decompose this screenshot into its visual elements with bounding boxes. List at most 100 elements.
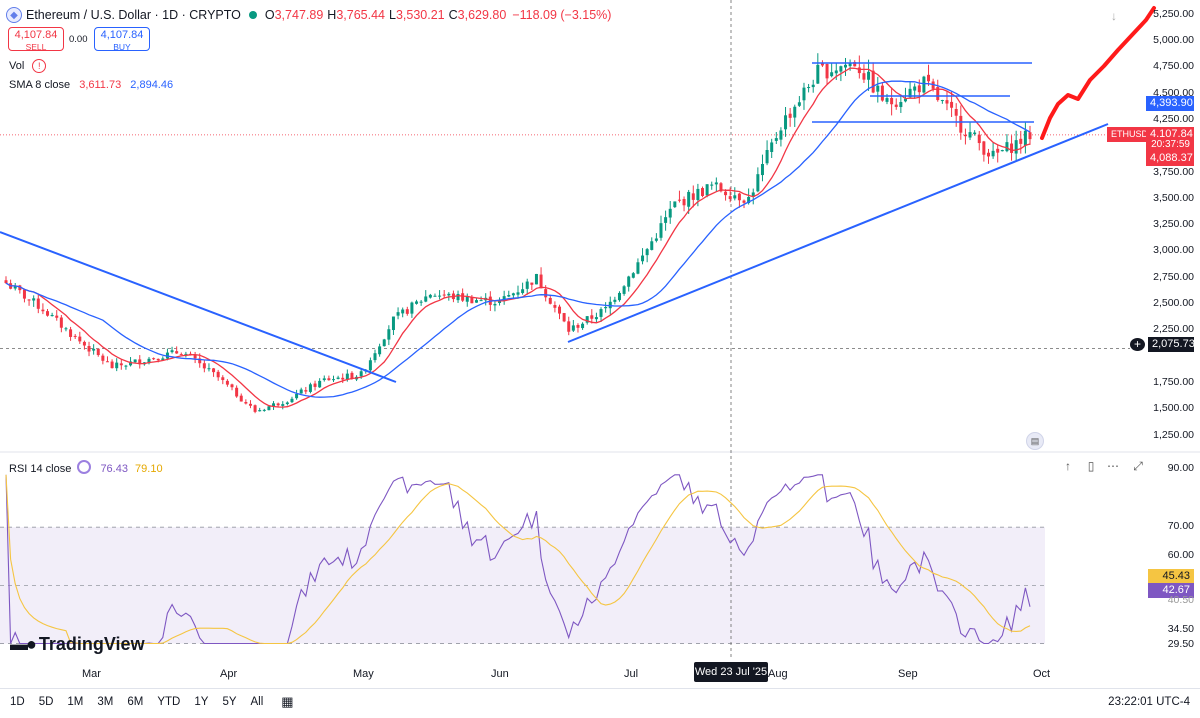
- more-icon[interactable]: ⋯: [1107, 459, 1119, 473]
- candle-body: [175, 351, 179, 354]
- candle-body: [124, 365, 128, 367]
- candle-body: [64, 328, 68, 330]
- candle-body: [82, 341, 86, 346]
- candle-body: [701, 188, 705, 196]
- timeframe-button[interactable]: YTD: [157, 696, 181, 708]
- scroll-down-icon[interactable]: ↓: [1111, 9, 1117, 23]
- timeframe-button[interactable]: 3M: [97, 696, 114, 708]
- candle-body: [207, 368, 211, 370]
- warning-icon[interactable]: !: [32, 59, 47, 73]
- vol-label: Vol: [9, 60, 25, 72]
- symbol-title[interactable]: Ethereum / U.S. Dollar · 1D · CRYPTO: [26, 8, 241, 22]
- candle-body: [793, 106, 797, 118]
- candle-body: [617, 292, 621, 301]
- candle-body: [705, 184, 709, 196]
- timeframe-button[interactable]: 5D: [38, 696, 54, 708]
- buy-button[interactable]: 4,107.84 BUY: [94, 27, 150, 52]
- candle-body: [465, 296, 469, 302]
- rsi-settings-icon[interactable]: [77, 460, 92, 474]
- candle-body: [73, 335, 77, 337]
- move-up-icon[interactable]: ↑: [1065, 459, 1071, 473]
- add-alert-icon[interactable]: +: [1130, 338, 1145, 351]
- sma-value-fast: 3,611.73: [79, 79, 122, 91]
- flag-icon[interactable]: ▤: [1026, 432, 1044, 450]
- price-axis-label: 2,250.00: [1153, 323, 1194, 336]
- candle-body: [590, 315, 594, 319]
- rsi-ma-value: 79.10: [135, 463, 163, 475]
- sell-button[interactable]: 4,107.84 SELL: [8, 27, 64, 52]
- candle-body: [276, 403, 280, 406]
- price-axis-label: 2,500.00: [1153, 297, 1194, 309]
- candle-body: [627, 276, 631, 287]
- candle-body: [553, 305, 557, 308]
- candle-body: [424, 296, 428, 302]
- candle-body: [262, 409, 266, 411]
- candle-body: [248, 403, 252, 406]
- timeframe-button[interactable]: All: [250, 696, 264, 708]
- candle-body: [105, 361, 109, 363]
- candle-body: [267, 406, 271, 411]
- ohlc-close: 3,629.80: [457, 8, 507, 22]
- candle-body: [216, 371, 220, 378]
- candle-body: [179, 354, 183, 356]
- x-axis-label: Sep: [898, 668, 918, 680]
- candle-body: [742, 200, 746, 203]
- rsi-legend[interactable]: RSI 14 close 76.43 79.10: [9, 460, 163, 475]
- candle-body: [147, 358, 151, 364]
- candle-body: [599, 309, 603, 317]
- timeframe-button[interactable]: 6M: [127, 696, 144, 708]
- crosshair-date-label: Wed 23 Jul '25: [694, 662, 768, 682]
- candle-body: [682, 199, 686, 206]
- candle-body: [419, 301, 423, 303]
- clock[interactable]: 23:22:01 UTC-4: [1108, 696, 1190, 708]
- candle-body: [101, 355, 105, 361]
- sma-legend[interactable]: SMA 8 close 3,611.73 2,894.46: [9, 79, 173, 91]
- candle-body: [258, 410, 262, 412]
- candle-body: [212, 368, 216, 373]
- candle-body: [235, 387, 239, 397]
- sma-fast-line: [5, 67, 1031, 408]
- candle-body: [521, 289, 525, 294]
- candle-body: [917, 85, 921, 93]
- candle-body: [880, 85, 884, 101]
- calendar-icon[interactable]: ▦: [281, 694, 294, 709]
- candle-body: [830, 72, 834, 77]
- price-axis-label: 5,000.00: [1153, 34, 1194, 46]
- x-axis-label: Apr: [220, 668, 238, 680]
- timeframe-button[interactable]: 1M: [67, 696, 84, 708]
- maximize-icon[interactable]: ⤢: [1133, 459, 1143, 473]
- delete-icon[interactable]: ▯: [1087, 459, 1095, 473]
- candle-body: [4, 280, 8, 284]
- price-axis-label: 4,500.00: [1153, 86, 1194, 99]
- timeframe-button[interactable]: 1Y: [194, 696, 209, 708]
- timeframe-button[interactable]: 5Y: [222, 696, 237, 708]
- candle-body: [673, 201, 677, 208]
- candle-body: [945, 100, 949, 104]
- price-axis-label: 3,750.00: [1153, 165, 1194, 178]
- candle-body: [50, 314, 54, 317]
- price-axis-label: 1,250.00: [1153, 428, 1194, 441]
- volume-legend[interactable]: Vol!: [9, 59, 47, 73]
- candle-body: [304, 390, 308, 392]
- candle-body: [797, 102, 801, 106]
- candle-body: [544, 289, 548, 298]
- timeframe-button[interactable]: 1D: [10, 696, 25, 708]
- candle-body: [119, 363, 123, 366]
- candle-body: [78, 336, 82, 342]
- candle-body: [807, 87, 811, 89]
- candle-body: [581, 323, 585, 329]
- candle-body: [516, 292, 520, 295]
- candle-body: [22, 289, 26, 299]
- candle-body: [55, 315, 59, 318]
- candle-body: [645, 249, 649, 256]
- candle-body: [322, 378, 326, 381]
- candle-body: [193, 354, 197, 359]
- candle-body: [285, 402, 289, 405]
- candle-body: [87, 346, 91, 352]
- sma-label: SMA 8 close: [9, 79, 71, 91]
- candle-body: [903, 98, 907, 102]
- candle-body: [571, 325, 575, 331]
- bottom-toolbar: 1D 5D 1M 3M 6M YTD 1Y 5Y All ▦ 23:22:01 UTC-4: [0, 688, 1200, 715]
- uptrend-line: [567, 123, 1109, 343]
